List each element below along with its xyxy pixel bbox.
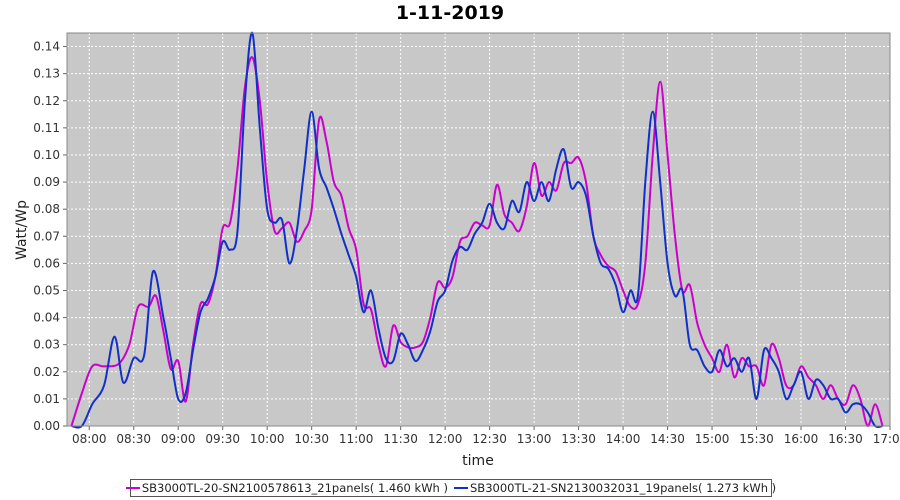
x-tick-label: 11:00: [339, 432, 374, 446]
plot-border: [66, 32, 891, 427]
x-tick-label: 14:30: [650, 432, 685, 446]
y-tick-label: 0.14: [33, 40, 60, 54]
y-tick-label: 0.08: [33, 202, 60, 216]
x-tick-label: 09:00: [161, 432, 196, 446]
y-tick-label: 0.01: [33, 392, 60, 406]
y-tick-label: 0.12: [33, 94, 60, 108]
y-tick-label: 0.05: [33, 283, 60, 297]
x-tick-label: 16:30: [828, 432, 863, 446]
y-tick-label: 0.04: [33, 311, 60, 325]
x-tick-label: 12:30: [472, 432, 507, 446]
y-tick-label: 0.11: [33, 121, 60, 135]
y-axis-title: Watt/Wp: [14, 200, 30, 260]
series-layer: [70, 31, 884, 429]
y-tick-label: 0.00: [33, 419, 60, 433]
series-line-1: [70, 56, 884, 428]
x-tick-label: 11:30: [383, 432, 418, 446]
x-tick-label: 13:00: [517, 432, 552, 446]
x-tick-label: 14:00: [606, 432, 641, 446]
x-tick-label: 09:30: [205, 432, 240, 446]
y-tick-label: 0.13: [33, 67, 60, 81]
series-line-2: [71, 31, 883, 429]
x-tick-label: 08:30: [116, 432, 151, 446]
axes: 0.00 0.01 0.02 0.03 0.04 0.05 0.06 0.07 0.08 0.09…: [33, 32, 900, 446]
legend-label-series-2: SB3000TL-21-SN2130032031_19panels( 1.273…: [470, 481, 777, 495]
legend-label-series-1: SB3000TL-20-SN2100578613_21panels( 1.460…: [141, 481, 448, 495]
x-tick-label: 15:30: [739, 432, 774, 446]
x-tick-label: 10:30: [294, 432, 329, 446]
y-tick-label: 0.07: [33, 229, 60, 243]
x-tick-label: 16:00: [784, 432, 819, 446]
x-tick-label: 15:00: [695, 432, 730, 446]
x-tick-label: 13:30: [561, 432, 596, 446]
y-tick-label: 0.06: [33, 256, 60, 270]
y-tick-label: 0.10: [33, 148, 60, 162]
y-tick-label: 0.02: [33, 365, 60, 379]
x-tick-label: 08:00: [72, 432, 107, 446]
y-tick-label: 0.03: [33, 338, 60, 352]
x-tick-label: 10:00: [250, 432, 285, 446]
chart-title: 1-11-2019: [395, 2, 505, 24]
x-tick-label: 12:00: [428, 432, 463, 446]
y-tick-label: 0.09: [33, 175, 60, 189]
legend-item-series-1: SB3000TL-20-SN2100578613_21panels( 1.460…: [125, 481, 448, 495]
legend-item-series-2: SB3000TL-21-SN2130032031_19panels( 1.273…: [454, 481, 776, 495]
x-tick-label: 17:00: [873, 432, 900, 446]
legend-swatch-series-1: [125, 487, 140, 489]
legend: SB3000TL-20-SN2100578613_21panels( 1.460…: [125, 479, 776, 497]
legend-swatch-series-2: [454, 487, 468, 489]
x-axis-title: time: [462, 453, 494, 469]
